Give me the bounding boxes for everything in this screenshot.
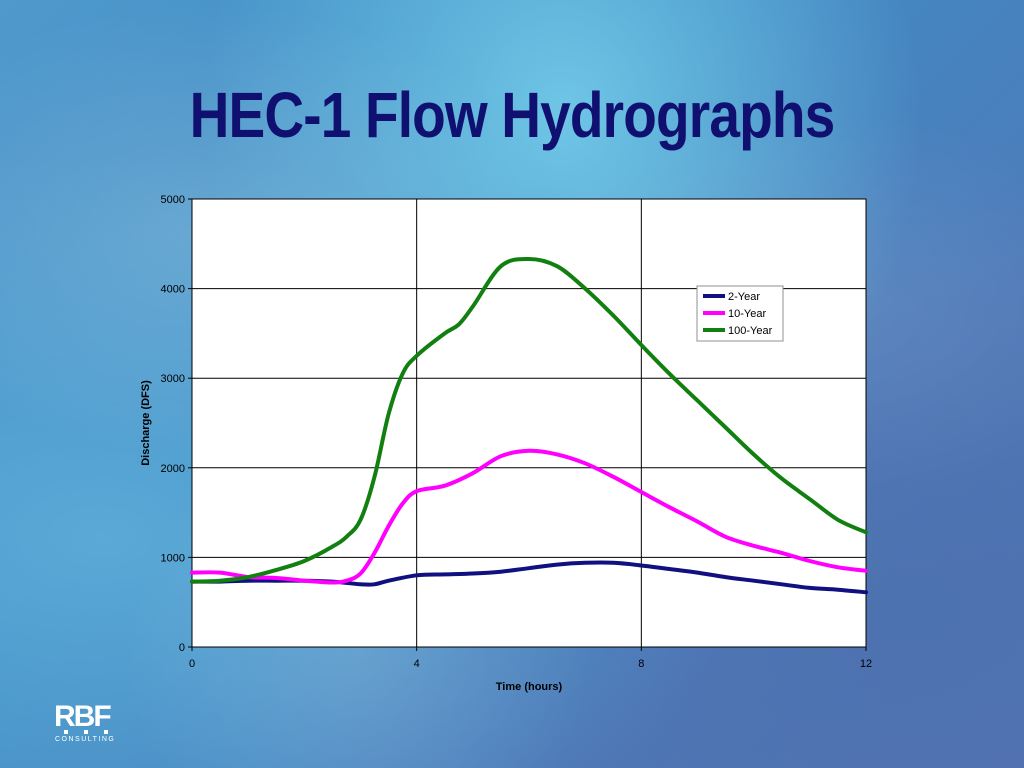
legend-label-2-year: 2-Year [728, 291, 760, 303]
y-tick-label: 3000 [161, 373, 185, 385]
plot-area [191, 198, 867, 648]
logo-dots [64, 730, 108, 734]
legend-label-10-year: 10-Year [728, 308, 766, 320]
y-axis-label: Discharge (DFS) [140, 380, 152, 466]
x-tick-label: 4 [414, 658, 420, 670]
legend-label-100-year: 100-Year [728, 325, 773, 337]
y-tick-labels: 0 1000 2000 3000 4000 5000 [161, 194, 185, 654]
x-axis-label: Time (hours) [496, 681, 563, 693]
rbf-logo: RBF CONSULTING [54, 702, 118, 744]
y-tick-label: 0 [179, 642, 185, 654]
x-tick-label: 12 [860, 658, 872, 670]
legend: 2-Year 10-Year 100-Year [696, 285, 784, 342]
slide-title: HEC-1 Flow Hydrographs [189, 79, 836, 151]
y-tick-label: 4000 [161, 284, 185, 296]
series-lines [190, 256, 868, 595]
y-tick-label: 1000 [161, 552, 185, 564]
x-tick-label: 8 [638, 658, 644, 670]
series-line-10-year [190, 448, 868, 585]
logo-text: RBF [54, 700, 112, 733]
y-tick-label: 5000 [161, 194, 185, 206]
y-tick-label: 2000 [161, 463, 185, 475]
series-line-100-year [190, 256, 868, 584]
logo-subtext: CONSULTING [55, 736, 116, 743]
x-tick-labels: 0 4 8 12 [189, 658, 872, 670]
x-tick-label: 0 [189, 658, 195, 670]
